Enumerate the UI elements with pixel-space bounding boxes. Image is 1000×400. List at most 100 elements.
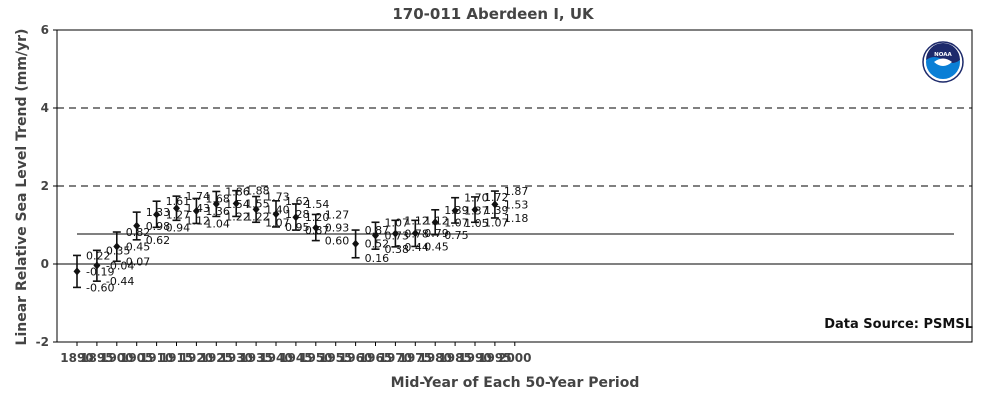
x-tick-label: 1940 bbox=[259, 351, 292, 365]
upper-value-label: 1.70 bbox=[464, 192, 489, 205]
lower-value-label: 0.60 bbox=[325, 235, 350, 248]
trend-value-label: 1.40 bbox=[265, 203, 290, 216]
trend-value-label: -0.04 bbox=[106, 260, 134, 273]
trend-value-label: 0.93 bbox=[325, 222, 350, 235]
upper-value-label: 0.82 bbox=[126, 226, 151, 239]
data-point bbox=[212, 199, 220, 208]
x-tick-label: 1905 bbox=[120, 351, 153, 365]
upper-value-label: 1.86 bbox=[225, 185, 250, 198]
x-tick-label: 1935 bbox=[239, 351, 272, 365]
x-tick-label: 1930 bbox=[219, 351, 252, 365]
upper-value-label: 1.72 bbox=[484, 191, 509, 204]
data-point-group: 0.820.45 0.07 bbox=[112, 226, 151, 268]
lower-value-label: 0.95 bbox=[285, 221, 310, 234]
lower-value-label: -0.60 bbox=[86, 281, 114, 294]
lower-value-label: 1.18 bbox=[504, 212, 529, 225]
upper-value-label: 0.35 bbox=[106, 244, 130, 257]
lower-value-label: 0.45 bbox=[424, 240, 449, 253]
lower-value-label: 0.07 bbox=[126, 255, 151, 268]
lower-value-label: 1.05 bbox=[464, 217, 489, 230]
y-axis-ticks: -2 0 2 4 6 bbox=[36, 23, 57, 349]
data-point-group: 1.701.371.05 bbox=[451, 192, 489, 230]
x-tick-label: 1900 bbox=[100, 351, 133, 365]
upper-value-label: 1.54 bbox=[305, 198, 330, 211]
data-point bbox=[173, 204, 180, 213]
data-point-group: 1.681.361.04 bbox=[192, 192, 230, 230]
x-tick-label: 1975 bbox=[399, 351, 432, 365]
data-point bbox=[93, 261, 101, 270]
data-point-group: 0.870.520.16 bbox=[351, 224, 390, 265]
y-tick-label: 4 bbox=[41, 101, 49, 115]
x-tick-label: 1920 bbox=[180, 351, 213, 365]
x-tick-label: 1950 bbox=[299, 351, 332, 365]
lower-value-label: 1.07 bbox=[265, 216, 290, 229]
trend-value-label: 1.27 bbox=[166, 208, 191, 221]
x-tick-label: 1910 bbox=[140, 351, 173, 365]
upper-value-label: 1.68 bbox=[205, 192, 230, 205]
trend-value-label: 1.36 bbox=[205, 205, 230, 218]
svg-text:NOAA: NOAA bbox=[934, 52, 952, 58]
upper-value-label: 1.88 bbox=[245, 185, 270, 198]
y-tick-label: 0 bbox=[41, 257, 49, 271]
x-tick-label: 1945 bbox=[279, 351, 312, 365]
upper-value-label: 0.22 bbox=[86, 249, 111, 262]
data-point-group: 1.541.200.87 bbox=[291, 198, 330, 237]
x-axis-label: Mid-Year of Each 50-Year Period bbox=[391, 375, 640, 391]
upper-value-label: 1.07 bbox=[385, 216, 410, 229]
y-tick-label: 6 bbox=[41, 23, 49, 37]
x-tick-label: 1960 bbox=[339, 351, 372, 365]
data-point bbox=[113, 242, 121, 251]
data-source-annotation: Data Source: PSMSL bbox=[824, 317, 973, 332]
data-point bbox=[252, 205, 260, 214]
data-point-group: 1.741.431.12 bbox=[172, 190, 211, 227]
y-axis-label: Linear Relative Sea Level Trend (mm/yr) bbox=[14, 29, 30, 346]
lower-value-label: 0.44 bbox=[404, 241, 429, 254]
lower-value-label: 0.75 bbox=[444, 229, 469, 242]
data-point-group: 1.871.531.18 bbox=[490, 185, 529, 225]
trend-value-label: 1.28 bbox=[285, 208, 310, 221]
data-point-group: 1.731.401.07 bbox=[252, 191, 290, 229]
data-point-group: 1.120.790.45 bbox=[411, 214, 449, 253]
x-tick-label: 1915 bbox=[160, 351, 193, 365]
data-point-group: 0.35 -0.04 -0.44 bbox=[92, 244, 134, 288]
data-point bbox=[372, 231, 379, 240]
data-point bbox=[292, 213, 300, 222]
lower-value-label: 1.04 bbox=[205, 217, 230, 230]
data-point-group: 1.270.930.60 bbox=[311, 208, 350, 248]
x-tick-label: 1995 bbox=[478, 351, 511, 365]
lower-value-label: 1.22 bbox=[245, 210, 270, 223]
x-axis-ticks: 1890189519001905191019151920192519301935… bbox=[60, 342, 532, 365]
lower-value-label: 0.94 bbox=[166, 221, 191, 234]
data-point-group: 1.881.551.22 bbox=[232, 185, 270, 223]
x-tick-label: 1895 bbox=[80, 351, 113, 365]
data-point bbox=[451, 206, 459, 215]
data-point bbox=[272, 210, 280, 219]
x-tick-label: 1970 bbox=[379, 351, 412, 365]
data-point bbox=[411, 229, 419, 238]
data-point bbox=[471, 205, 479, 214]
data-point-group: 1.621.280.95 bbox=[272, 195, 310, 234]
data-point-group: 0.22 -0.19 -0.60 bbox=[73, 249, 114, 294]
trend-value-label: 0.98 bbox=[146, 220, 171, 233]
x-tick-label: 1990 bbox=[458, 351, 491, 365]
trend-value-label: 0.79 bbox=[424, 227, 449, 240]
upper-value-label: 1.73 bbox=[265, 191, 290, 204]
lower-value-label: 0.16 bbox=[365, 252, 390, 265]
data-point-group: 1.861.541.22 bbox=[212, 185, 250, 223]
lower-value-label: 1.12 bbox=[186, 214, 211, 227]
data-point bbox=[73, 267, 81, 276]
lower-value-label: 0.62 bbox=[146, 234, 171, 247]
trend-value-label: 1.20 bbox=[305, 211, 330, 224]
data-point bbox=[133, 221, 141, 230]
data-point-group: 1.721.391.07 bbox=[471, 191, 509, 229]
trend-value-label: 1.53 bbox=[504, 198, 529, 211]
trend-value-label: 0.45 bbox=[126, 240, 151, 253]
data-point-group: 1.611.270.94 bbox=[152, 195, 191, 234]
noaa-logo: NOAA bbox=[922, 41, 964, 83]
data-point bbox=[192, 206, 200, 215]
upper-value-label: 1.74 bbox=[186, 190, 211, 203]
data-point bbox=[312, 223, 320, 232]
data-point bbox=[391, 229, 399, 238]
trend-value-label: 1.55 bbox=[245, 198, 270, 211]
